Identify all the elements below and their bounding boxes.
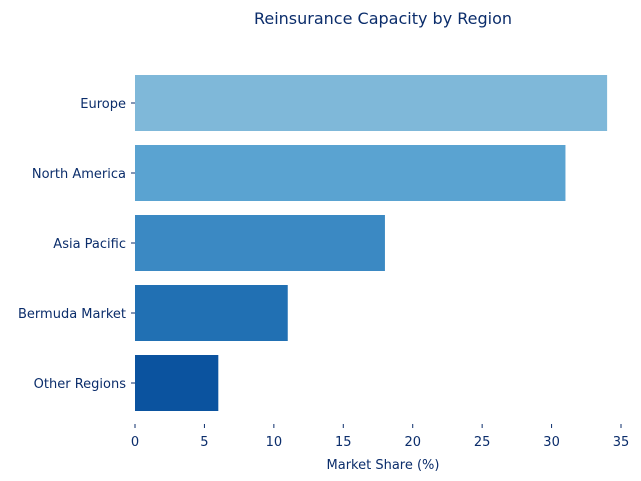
category-label: North America bbox=[32, 167, 126, 182]
category-label: Bermuda Market bbox=[18, 307, 126, 322]
bars-group bbox=[135, 75, 608, 411]
x-tick-label: 0 bbox=[131, 435, 139, 450]
x-tick-label: 5 bbox=[200, 435, 208, 450]
category-label: Asia Pacific bbox=[53, 237, 126, 252]
bar-asia-pacific bbox=[135, 215, 385, 271]
chart-title: Reinsurance Capacity by Region bbox=[254, 9, 512, 28]
category-label: Other Regions bbox=[34, 377, 127, 392]
x-tick-label: 30 bbox=[543, 435, 560, 450]
bar-europe bbox=[135, 75, 608, 131]
bar-north-america bbox=[135, 145, 566, 201]
bar-other-regions bbox=[135, 355, 219, 411]
category-label: Europe bbox=[80, 97, 126, 112]
x-axis-label: Market Share (%) bbox=[327, 458, 440, 473]
x-axis-ticks: 0 5 10 15 20 25 30 35 bbox=[131, 424, 629, 450]
category-labels: Europe North America Asia Pacific Bermuda M… bbox=[18, 97, 135, 392]
x-tick-label: 20 bbox=[404, 435, 421, 450]
x-tick-label: 35 bbox=[613, 435, 630, 450]
x-tick-label: 25 bbox=[474, 435, 491, 450]
bar-bermuda-market bbox=[135, 285, 288, 341]
x-tick-label: 10 bbox=[266, 435, 283, 450]
x-tick-label: 15 bbox=[335, 435, 352, 450]
